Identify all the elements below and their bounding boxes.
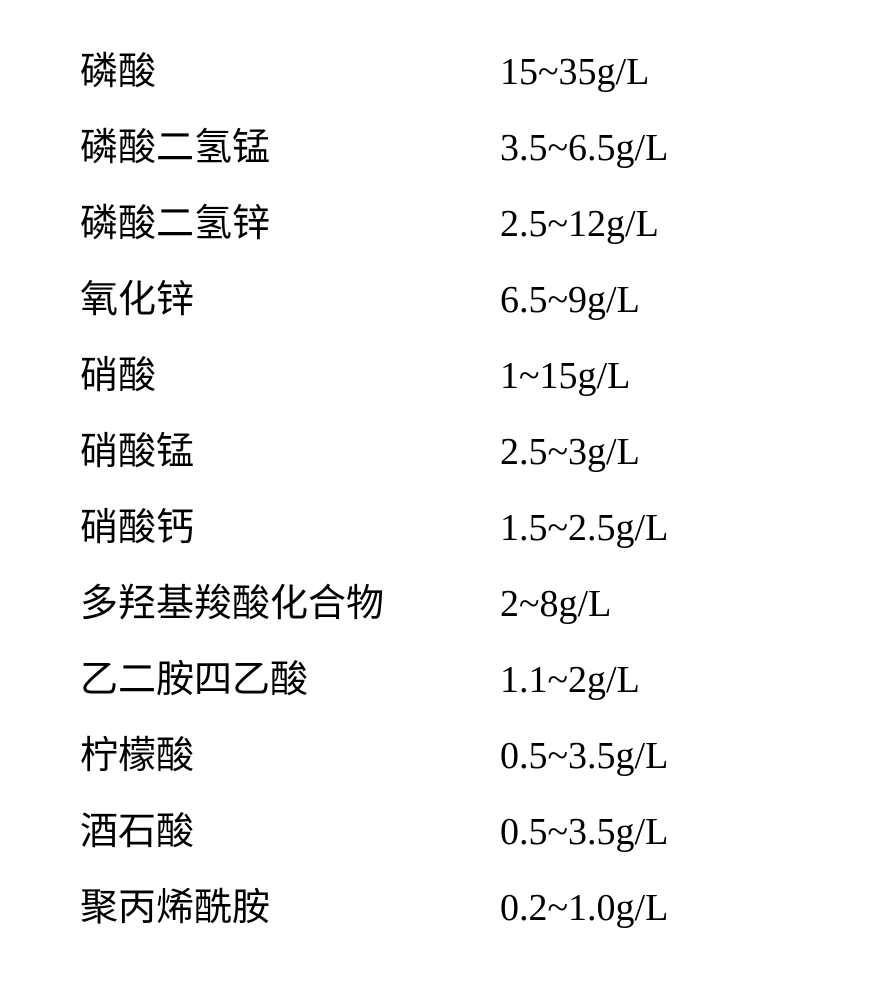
table-row: 多羟基羧酸化合物 2~8g/L xyxy=(80,572,815,648)
ingredient-label: 柠檬酸 xyxy=(80,724,500,779)
ingredient-label: 硝酸钙 xyxy=(80,496,500,551)
table-row: 酒石酸 0.5~3.5g/L xyxy=(80,800,815,876)
table-row: 硝酸锰 2.5~3g/L xyxy=(80,420,815,496)
table-row: 磷酸二氢锌 2.5~12g/L xyxy=(80,192,815,268)
ingredient-value: 1~15g/L xyxy=(500,354,630,398)
table-row: 柠檬酸 0.5~3.5g/L xyxy=(80,724,815,800)
ingredient-label: 磷酸二氢锰 xyxy=(80,116,500,171)
table-row: 聚丙烯酰胺 0.2~1.0g/L xyxy=(80,876,815,952)
table-row: 氧化锌 6.5~9g/L xyxy=(80,268,815,344)
ingredient-label: 氧化锌 xyxy=(80,268,500,323)
ingredient-label: 硝酸 xyxy=(80,344,500,399)
ingredient-value: 3.5~6.5g/L xyxy=(500,126,668,170)
ingredient-value: 0.5~3.5g/L xyxy=(500,810,668,854)
ingredient-value: 15~35g/L xyxy=(500,50,649,94)
ingredient-label: 磷酸 xyxy=(80,40,500,95)
table-row: 硝酸钙 1.5~2.5g/L xyxy=(80,496,815,572)
ingredient-label: 乙二胺四乙酸 xyxy=(80,648,500,703)
ingredient-value: 2.5~3g/L xyxy=(500,430,640,474)
ingredient-label: 聚丙烯酰胺 xyxy=(80,876,500,931)
composition-table: 磷酸 15~35g/L 磷酸二氢锰 3.5~6.5g/L 磷酸二氢锌 2.5~1… xyxy=(80,40,815,952)
ingredient-label: 硝酸锰 xyxy=(80,420,500,475)
table-row: 磷酸二氢锰 3.5~6.5g/L xyxy=(80,116,815,192)
ingredient-value: 1.1~2g/L xyxy=(500,658,640,702)
table-row: 磷酸 15~35g/L xyxy=(80,40,815,116)
ingredient-label: 磷酸二氢锌 xyxy=(80,192,500,247)
table-row: 乙二胺四乙酸 1.1~2g/L xyxy=(80,648,815,724)
ingredient-label: 多羟基羧酸化合物 xyxy=(80,572,500,627)
ingredient-value: 6.5~9g/L xyxy=(500,278,640,322)
ingredient-value: 0.2~1.0g/L xyxy=(500,886,668,930)
table-row: 硝酸 1~15g/L xyxy=(80,344,815,420)
ingredient-value: 2~8g/L xyxy=(500,582,611,626)
ingredient-value: 0.5~3.5g/L xyxy=(500,734,668,778)
ingredient-label: 酒石酸 xyxy=(80,800,500,855)
ingredient-value: 2.5~12g/L xyxy=(500,202,659,246)
ingredient-value: 1.5~2.5g/L xyxy=(500,506,668,550)
